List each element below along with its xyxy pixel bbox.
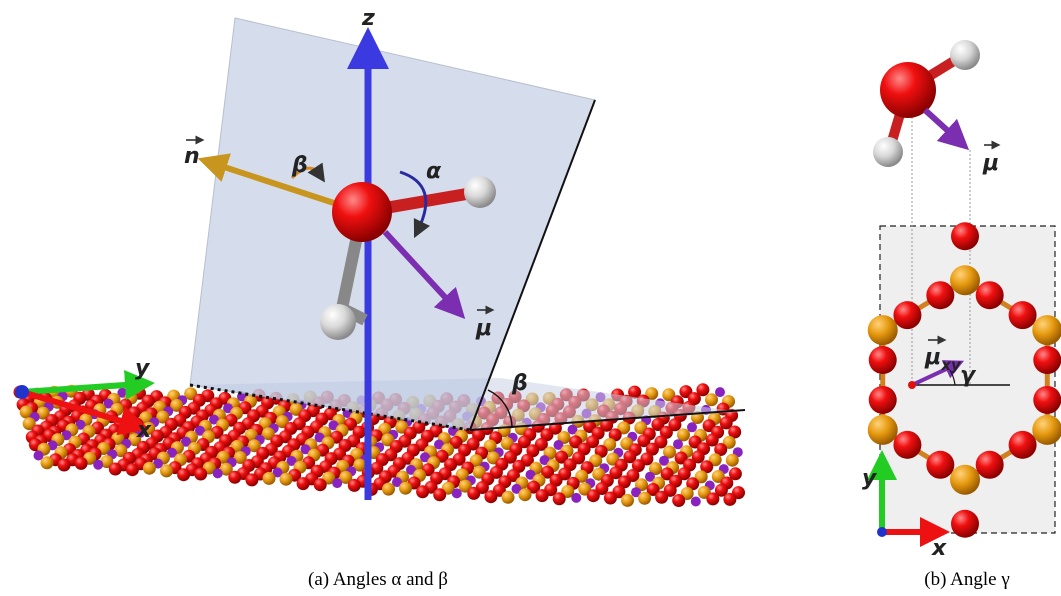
atom <box>109 463 122 476</box>
oxygen-atom <box>1009 301 1037 329</box>
atom <box>536 489 549 502</box>
atom <box>706 492 719 505</box>
oxygen-atom <box>893 301 921 329</box>
mu-label: μ <box>475 316 492 341</box>
beta-plane-label: β <box>511 371 528 396</box>
beta-label: β <box>291 153 308 178</box>
x-label: x <box>136 418 152 443</box>
atom <box>571 493 581 503</box>
atom <box>715 387 725 397</box>
oxygen-atom <box>869 346 897 374</box>
atom <box>672 494 685 507</box>
atom <box>332 478 342 488</box>
oxygen-atom <box>976 281 1004 309</box>
origin-dot <box>908 381 916 389</box>
oxygen-atom <box>926 451 954 479</box>
figure: z n β α μ y x β (a) Angles α and β μ μxy… <box>0 0 1061 596</box>
atom <box>519 488 532 501</box>
oxygen-atom <box>1033 346 1061 374</box>
atom <box>705 393 718 406</box>
atom <box>467 487 480 500</box>
silicon-atom <box>950 265 980 295</box>
atom <box>194 468 207 481</box>
y-label: y <box>862 466 878 491</box>
atom <box>433 488 446 501</box>
atom <box>177 468 190 481</box>
hydrogen-atom <box>320 304 356 340</box>
caption: (b) Angle γ <box>924 569 1009 590</box>
oxygen-atom <box>332 182 392 242</box>
atom <box>228 471 241 484</box>
molecular-plane <box>190 18 595 430</box>
oxygen-atom <box>951 222 979 250</box>
atom <box>399 482 412 495</box>
n-label: n <box>184 144 200 169</box>
origin <box>877 527 887 537</box>
oxygen-atom <box>926 281 954 309</box>
mu-label: μ <box>982 151 999 176</box>
atom <box>604 492 617 505</box>
atom <box>75 457 88 470</box>
dipole-vector <box>925 110 958 140</box>
atom <box>297 477 310 490</box>
atom <box>502 491 515 504</box>
atom <box>41 456 54 469</box>
atom <box>348 479 361 492</box>
silicon-atom <box>950 465 980 495</box>
oxygen-atom <box>893 431 921 459</box>
atom <box>553 492 566 505</box>
atom <box>723 493 736 506</box>
hydrogen-atom <box>464 176 496 208</box>
hydrogen-atom <box>873 137 903 167</box>
x-label: x <box>931 536 947 561</box>
oxygen-atom <box>869 386 897 414</box>
gamma-label: γ <box>960 363 977 388</box>
atom <box>245 473 258 486</box>
alpha-label: α <box>426 159 442 184</box>
atom <box>655 491 668 504</box>
oxygen-atom <box>976 451 1004 479</box>
hydrogen-atom <box>950 40 980 70</box>
silicon-atom <box>868 415 898 445</box>
silicon-atom <box>868 315 898 345</box>
atom <box>726 454 739 467</box>
origin <box>15 385 29 399</box>
atom <box>143 462 156 475</box>
oxygen-atom <box>951 510 979 538</box>
atom <box>587 489 600 502</box>
atom <box>58 459 71 472</box>
silicon-atom <box>1032 315 1061 345</box>
oxygen-atom <box>1009 431 1037 459</box>
atom <box>263 472 276 485</box>
atom <box>314 478 327 491</box>
atom <box>213 468 223 478</box>
silicon-atom <box>1032 415 1061 445</box>
oxygen-atom <box>1033 386 1061 414</box>
atom <box>484 490 497 503</box>
z-label: z <box>361 6 375 31</box>
atom <box>93 460 103 470</box>
atom <box>280 473 293 486</box>
atom <box>126 463 139 476</box>
atom <box>452 488 462 498</box>
atom <box>621 494 634 507</box>
y-label: y <box>135 356 151 381</box>
atom <box>638 492 651 505</box>
atom <box>416 485 429 498</box>
atom <box>382 483 395 496</box>
caption: (a) Angles α and β <box>308 569 448 590</box>
atom <box>160 464 173 477</box>
atom <box>691 497 701 507</box>
